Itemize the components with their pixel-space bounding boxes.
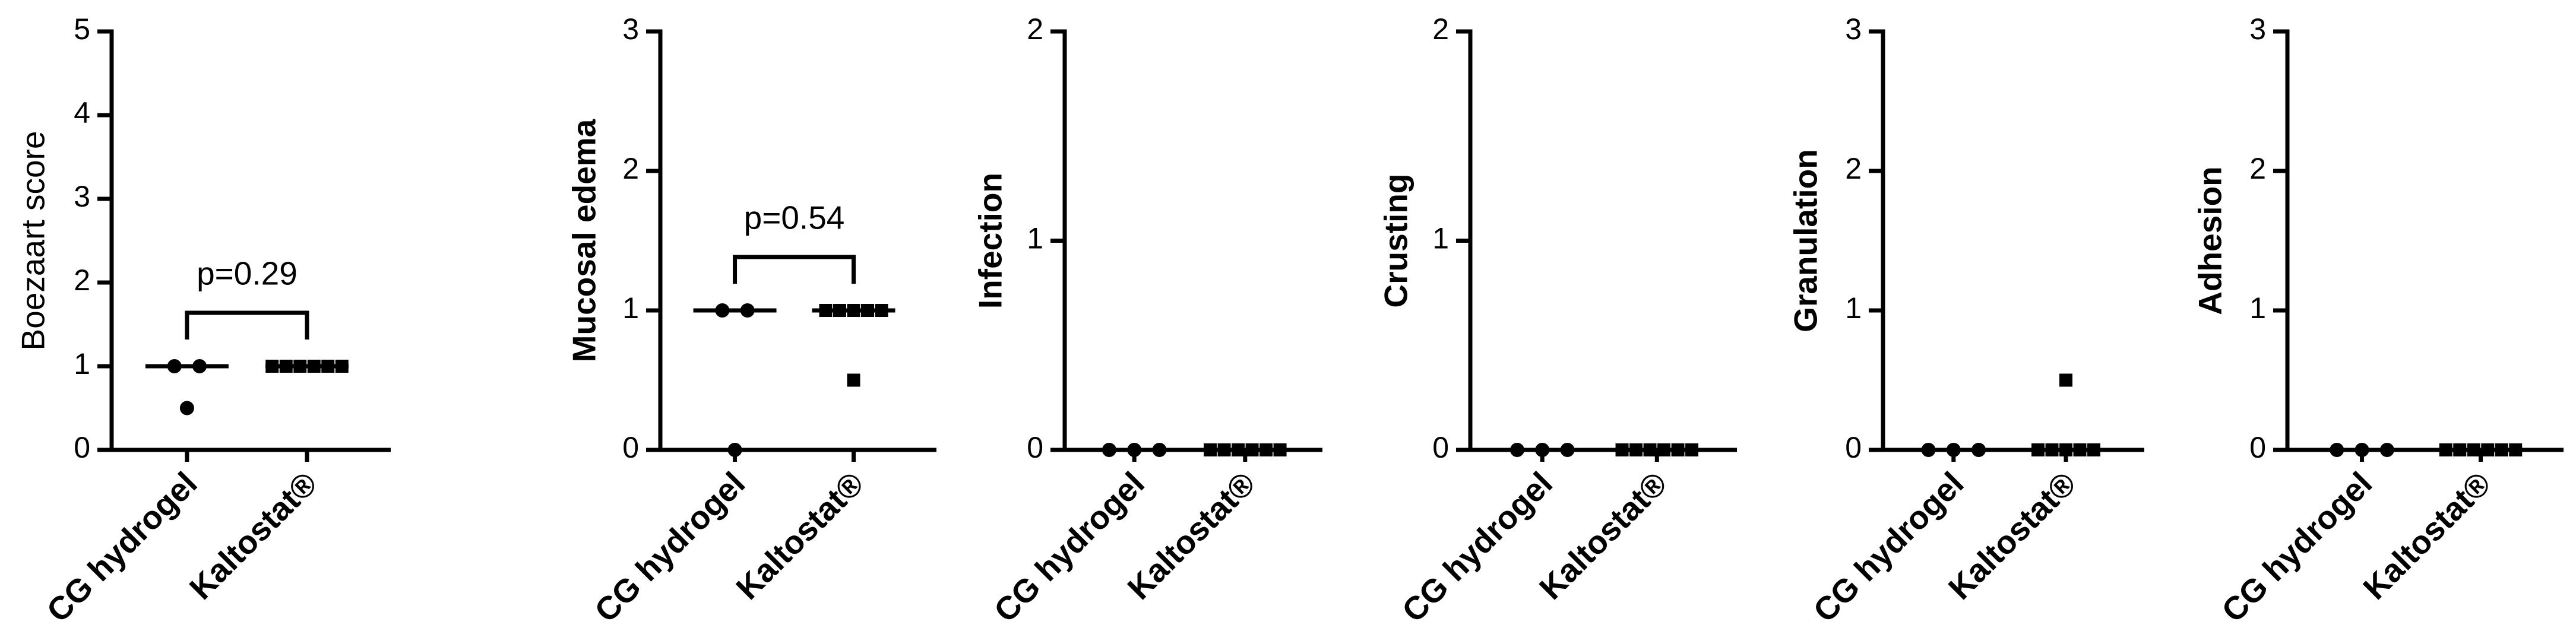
data-point (847, 373, 860, 387)
y-axis-label: Mucosal edema (566, 119, 603, 362)
significance-bracket (733, 255, 856, 284)
y-tick-label: 3 (1845, 12, 1862, 46)
panel: 0 1 2 3 4 5 Boezaart score CG hydrogelKaltostat… (15, 12, 391, 629)
y-tick-label: 1 (74, 347, 90, 380)
data-point (2059, 373, 2072, 387)
data-point (727, 443, 742, 457)
p-value: p=0.29 (197, 255, 298, 292)
significance-bracket (185, 310, 309, 340)
y-tick-label: 2 (74, 264, 90, 297)
y-tick-label: 0 (74, 431, 90, 464)
y-tick-label: 1 (622, 291, 639, 325)
y-axis-label: Granulation (1787, 149, 1824, 332)
y-tick-label: 3 (74, 180, 90, 213)
p-value: p=0.54 (744, 199, 845, 236)
y-tick-label: 0 (1027, 431, 1043, 464)
y-tick-label: 1 (1432, 222, 1449, 255)
x-tick-label: CG hydrogel (39, 465, 204, 629)
y-tick-label: 2 (1432, 12, 1449, 46)
y-axis-label: Boezaart score (15, 131, 52, 351)
y-tick-label: 1 (1027, 222, 1043, 255)
x-tick-label: Kaltostat® (729, 465, 871, 607)
y-axis-label: Crusting (1378, 173, 1414, 307)
y-tick-label: 3 (622, 12, 639, 46)
y-axis-label: Adhesion (2192, 166, 2229, 315)
data-point (179, 401, 194, 415)
x-tick-label: CG hydrogel (2214, 465, 2379, 629)
x-tick-label: CG hydrogel (587, 465, 752, 629)
y-tick-label: 2 (622, 152, 639, 185)
x-tick-label: CG hydrogel (987, 465, 1151, 629)
y-tick-label: 2 (1027, 12, 1043, 46)
y-tick-label: 0 (1432, 431, 1449, 464)
y-tick-label: 2 (1845, 152, 1862, 185)
y-tick-label: 0 (622, 431, 639, 464)
y-tick-label: 4 (74, 96, 90, 129)
x-tick-label: CG hydrogel (1806, 465, 1970, 629)
y-tick-label: 1 (1845, 291, 1862, 325)
y-tick-label: 0 (1845, 431, 1862, 464)
y-axis-label: Infection (972, 173, 1009, 309)
y-tick-label: 2 (2249, 152, 2266, 185)
x-tick-label: Kaltostat® (182, 465, 324, 607)
x-tick-label: CG hydrogel (1395, 465, 1559, 629)
y-tick-label: 5 (74, 12, 90, 46)
x-tick-label: Kaltostat® (2356, 465, 2498, 607)
y-tick-label: 0 (2249, 431, 2266, 464)
y-tick-label: 3 (2249, 12, 2266, 46)
y-tick-label: 1 (2249, 291, 2266, 325)
